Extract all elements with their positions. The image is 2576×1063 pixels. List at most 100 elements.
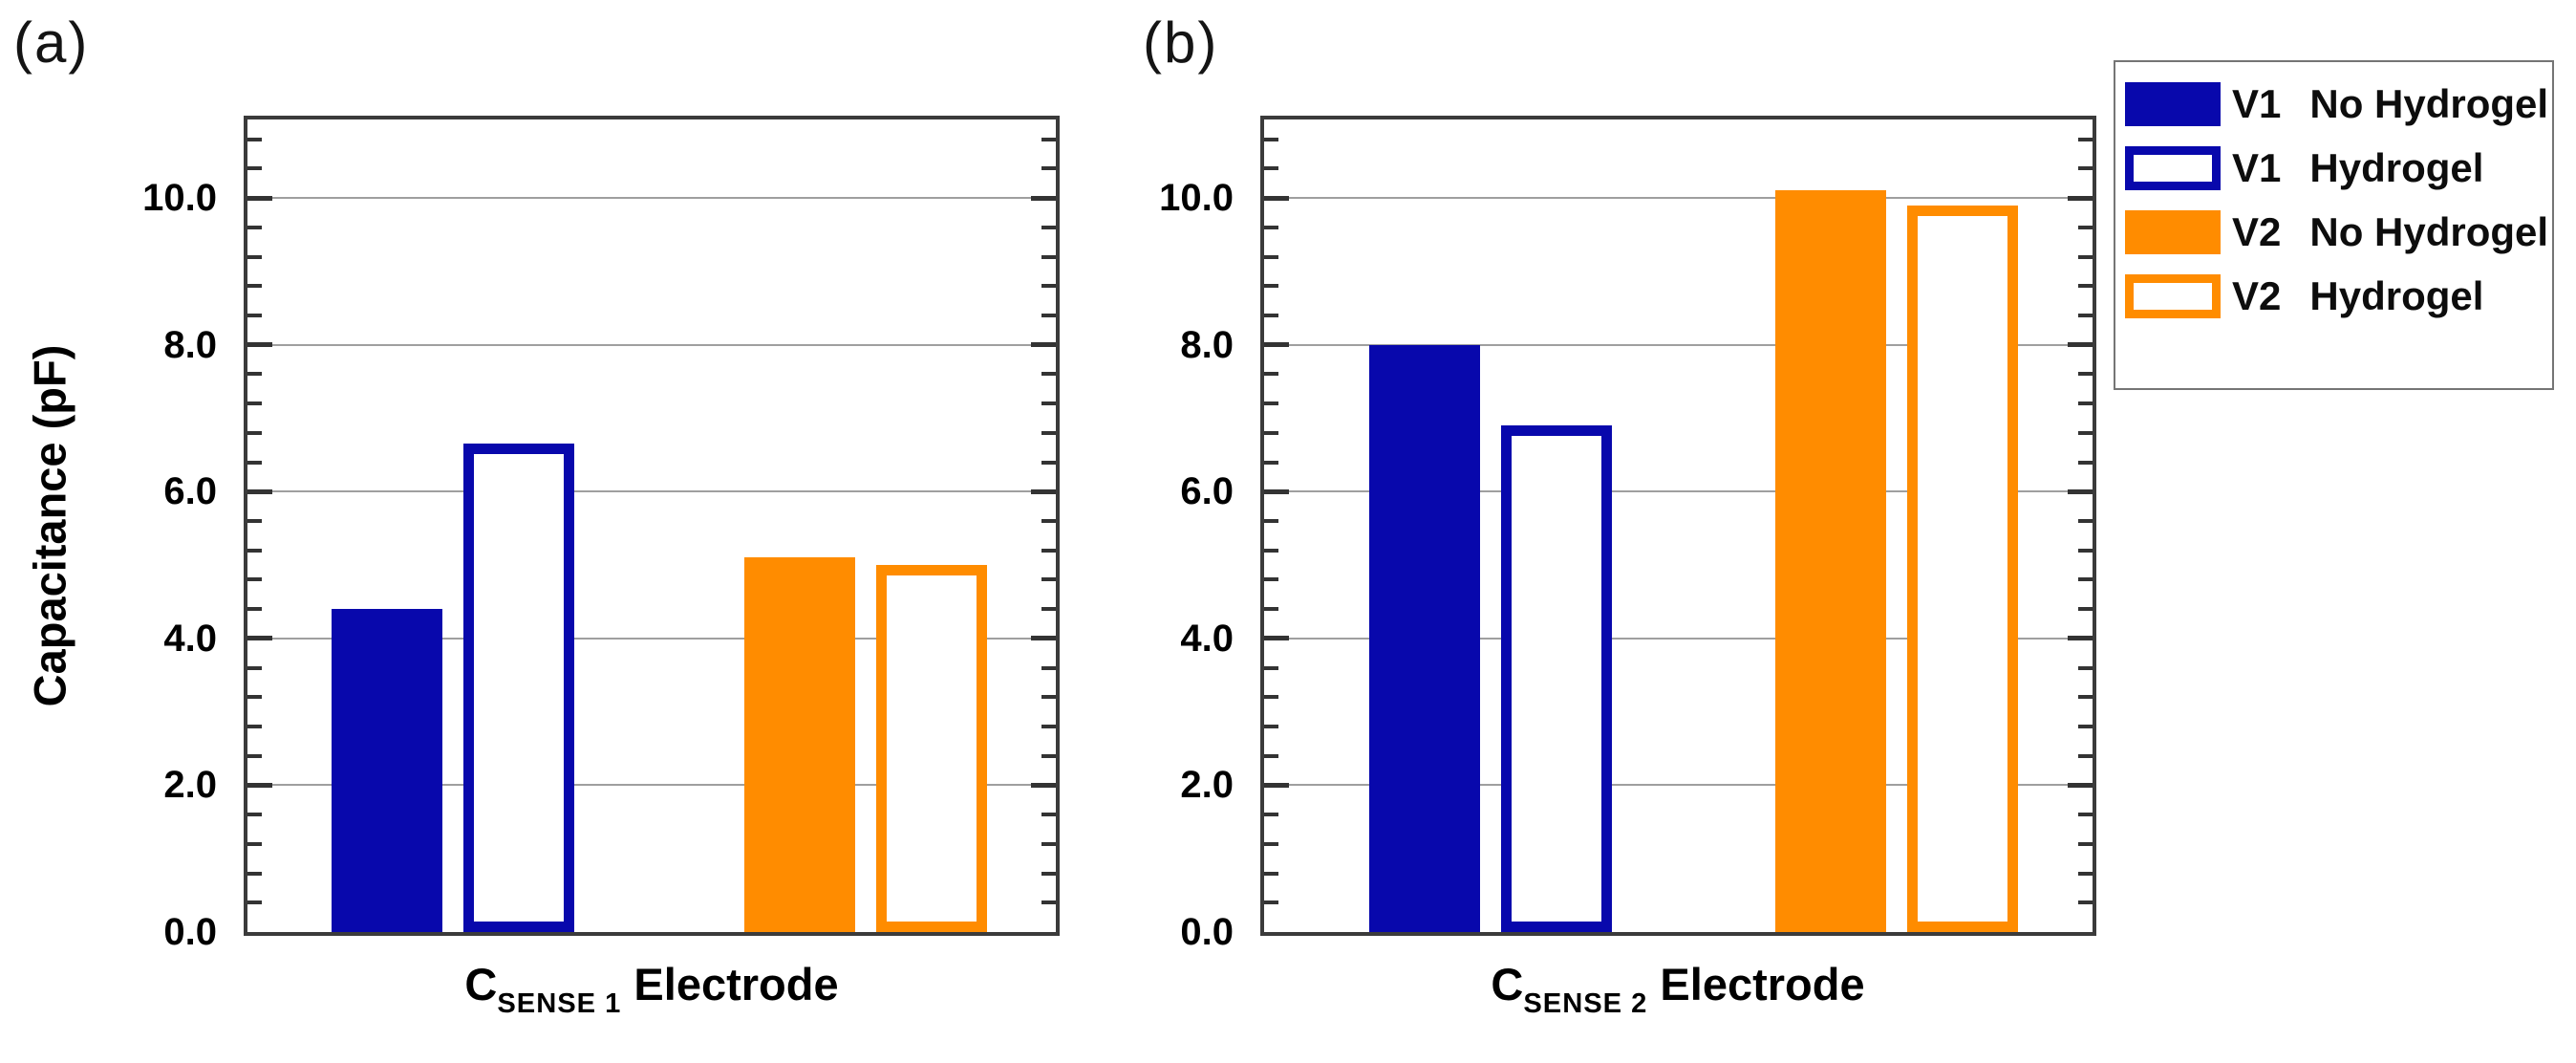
legend-label-condition: Hydrogel	[2309, 272, 2484, 318]
gridline-y-2	[247, 784, 1056, 787]
minor-tick	[1264, 607, 1278, 612]
y-tick-label-4.0: 4.0	[1180, 617, 1234, 660]
major-tick	[2068, 782, 2093, 788]
minor-tick	[1264, 753, 1278, 758]
legend-entry-v2-hydrogel: V2 Hydrogel	[2115, 264, 2552, 328]
legend-swatch-outline	[2125, 145, 2221, 190]
minor-tick	[247, 813, 262, 817]
legend-label: V2 Hydrogel	[2232, 273, 2483, 319]
minor-tick	[2078, 166, 2093, 171]
minor-tick	[247, 725, 262, 729]
panel-a-plot-area	[244, 116, 1060, 936]
gridline-y-2	[1264, 784, 2093, 787]
x-title-rest: Electrode	[1647, 959, 1865, 1009]
minor-tick	[247, 695, 262, 700]
bar-v1-hydrogel	[1501, 425, 1612, 932]
minor-tick	[2078, 460, 2093, 465]
minor-tick	[247, 225, 262, 229]
gridline-y-4	[247, 637, 1056, 640]
gridline-y-6	[1264, 490, 2093, 493]
major-tick	[1264, 342, 1289, 348]
minor-tick	[1041, 372, 1056, 377]
major-tick	[2068, 342, 2093, 348]
minor-tick	[1264, 401, 1278, 406]
legend-swatch-solid	[2125, 81, 2221, 126]
minor-tick	[2078, 430, 2093, 435]
minor-tick	[247, 900, 262, 905]
minor-tick	[1041, 548, 1056, 553]
legend-label-variant: V1	[2232, 144, 2282, 190]
minor-tick	[1264, 900, 1278, 905]
legend-label: V2 No Hydrogel	[2232, 209, 2548, 255]
minor-tick	[247, 401, 262, 406]
legend-entry-v1-no-hydrogel: V1 No Hydrogel	[2115, 72, 2552, 136]
x-title-rest: Electrode	[621, 959, 839, 1009]
gridline-y-10	[1264, 197, 2093, 200]
minor-tick	[1041, 725, 1056, 729]
minor-tick	[1041, 753, 1056, 758]
minor-tick	[1264, 519, 1278, 524]
major-tick	[247, 488, 272, 494]
minor-tick	[247, 372, 262, 377]
minor-tick	[2078, 813, 2093, 817]
panel-b-plot-area	[1260, 116, 2096, 936]
y-tick-label-8.0: 8.0	[163, 323, 217, 366]
minor-tick	[1264, 372, 1278, 377]
minor-tick	[2078, 372, 2093, 377]
minor-tick	[247, 314, 262, 318]
minor-tick	[1264, 871, 1278, 876]
minor-tick	[247, 430, 262, 435]
minor-tick	[1041, 460, 1056, 465]
legend-swatch-outline	[2125, 273, 2221, 318]
minor-tick	[2078, 519, 2093, 524]
gridline-y-4	[1264, 637, 2093, 640]
minor-tick	[1264, 577, 1278, 582]
minor-tick	[2078, 137, 2093, 141]
legend-label-condition: No Hydrogel	[2309, 80, 2549, 126]
minor-tick	[1264, 254, 1278, 259]
minor-tick	[247, 519, 262, 524]
major-tick	[1264, 195, 1289, 201]
bar-v2-no-hydrogel	[744, 557, 855, 932]
y-tick-label-0.0: 0.0	[163, 911, 217, 953]
y-tick-label-8.0: 8.0	[1180, 323, 1234, 366]
minor-tick	[1264, 841, 1278, 846]
major-tick	[247, 782, 272, 788]
minor-tick	[1041, 900, 1056, 905]
legend-label: V1 No Hydrogel	[2232, 81, 2548, 127]
minor-tick	[247, 254, 262, 259]
legend-box: V1 No Hydrogel V1 Hydrogel V2 No Hydrogel V2 Hy…	[2114, 60, 2554, 390]
minor-tick	[2078, 841, 2093, 846]
major-tick	[1031, 636, 1056, 641]
major-tick	[1031, 782, 1056, 788]
minor-tick	[1041, 519, 1056, 524]
minor-tick	[1041, 871, 1056, 876]
minor-tick	[247, 137, 262, 141]
minor-tick	[1041, 813, 1056, 817]
major-tick	[247, 636, 272, 641]
minor-tick	[247, 284, 262, 289]
minor-tick	[2078, 548, 2093, 553]
bar-v2-hydrogel	[876, 565, 987, 932]
minor-tick	[1041, 607, 1056, 612]
legend-label: V1 Hydrogel	[2232, 145, 2483, 191]
minor-tick	[1264, 166, 1278, 171]
gridline-y-10	[247, 197, 1056, 200]
legend-entry-v2-no-hydrogel: V2 No Hydrogel	[2115, 200, 2552, 264]
minor-tick	[2078, 577, 2093, 582]
major-tick	[1264, 636, 1289, 641]
minor-tick	[1264, 284, 1278, 289]
y-tick-label-10.0: 10.0	[142, 177, 217, 220]
minor-tick	[1041, 166, 1056, 171]
major-tick	[1264, 488, 1289, 494]
minor-tick	[1264, 314, 1278, 318]
legend-label-variant: V2	[2232, 272, 2282, 318]
minor-tick	[1041, 254, 1056, 259]
legend-label-variant: V2	[2232, 208, 2282, 254]
bar-v2-no-hydrogel	[1775, 190, 1886, 932]
minor-tick	[2078, 695, 2093, 700]
minor-tick	[2078, 900, 2093, 905]
minor-tick	[1264, 137, 1278, 141]
minor-tick	[247, 665, 262, 670]
minor-tick	[2078, 314, 2093, 318]
